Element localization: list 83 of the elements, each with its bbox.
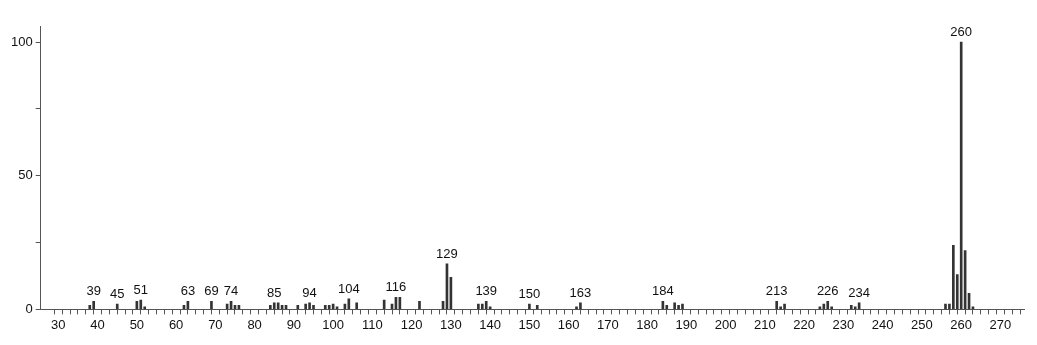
annotation: 163: [569, 284, 592, 300]
x-tick-label: 170: [597, 316, 619, 332]
annotation: 69: [204, 283, 219, 299]
x-tick-label: 70: [208, 316, 223, 332]
annotation: 63: [180, 283, 196, 299]
annotation: 150: [518, 286, 541, 302]
bar: [826, 301, 830, 310]
bar: [849, 305, 853, 310]
bar: [269, 305, 272, 310]
bar: [665, 305, 669, 310]
bar: [477, 303, 480, 310]
bar: [308, 302, 311, 310]
annotation: 85: [267, 284, 282, 300]
x-tick-label: 240: [871, 316, 894, 332]
x-tick-label: 180: [636, 316, 659, 332]
x-tick-label: 210: [754, 316, 776, 332]
bar: [673, 302, 676, 310]
bar: [783, 303, 786, 310]
x-tick-label: 190: [675, 316, 698, 332]
bar: [272, 302, 276, 310]
annotation: 213: [765, 283, 788, 299]
bar: [418, 301, 421, 310]
annotation: 51: [133, 282, 149, 298]
x-tick-label: 230: [832, 316, 855, 332]
x-tick-label: 200: [714, 316, 737, 332]
x-tick-label: 40: [90, 316, 105, 332]
bar: [575, 306, 578, 310]
x-tick-label: 60: [168, 316, 184, 332]
bar: [88, 305, 92, 310]
bar: [681, 303, 684, 310]
x-tick-label: 120: [400, 316, 423, 332]
bar: [276, 302, 280, 310]
bar: [355, 302, 359, 310]
bar: [327, 305, 331, 310]
x-tick-label: 140: [479, 316, 501, 332]
bar: [677, 305, 680, 310]
x-tick-label: 100: [322, 316, 344, 332]
y-tick-label: 100: [10, 33, 33, 49]
bar: [579, 302, 582, 310]
annotation: 129: [436, 246, 458, 262]
annotation: 234: [848, 284, 870, 300]
bar: [210, 301, 213, 310]
bar: [944, 303, 947, 310]
x-tick-label: 30: [51, 316, 66, 332]
x-tick-label: 80: [247, 316, 262, 332]
bar: [959, 41, 963, 310]
y-tick-label: 0: [25, 300, 33, 316]
bar: [535, 305, 539, 310]
bar: [312, 305, 315, 310]
x-tick-label: 260: [950, 316, 973, 332]
y-tick-label: 50: [18, 167, 33, 183]
x-tick-label: 90: [286, 316, 302, 332]
annotation: 184: [652, 283, 674, 299]
bar: [775, 301, 779, 310]
bar: [296, 305, 300, 310]
x-tick-label: 220: [793, 316, 816, 332]
annotation: 45: [110, 286, 125, 302]
x-tick-label: 160: [557, 316, 580, 332]
x-tick-label: 110: [362, 316, 383, 332]
bar: [484, 301, 488, 310]
x-tick-label: 250: [911, 316, 933, 332]
annotation: 104: [337, 280, 360, 296]
annotation: 74: [223, 283, 239, 299]
bar: [304, 303, 307, 310]
x-tick-label: 270: [989, 316, 1012, 332]
bar: [139, 299, 143, 310]
bar: [822, 303, 826, 310]
annotation: 94: [302, 284, 317, 300]
x-tick-label: 150: [518, 316, 541, 332]
bar: [952, 244, 955, 310]
bar: [480, 303, 484, 310]
x-tick-label: 130: [440, 316, 462, 332]
bar: [92, 301, 96, 310]
x-tick-label: 50: [129, 316, 145, 332]
bar: [323, 305, 327, 310]
annotation: 116: [385, 279, 407, 295]
bar: [853, 306, 857, 310]
bar: [528, 303, 531, 310]
annotation: 260: [950, 24, 973, 40]
annotation: 139: [475, 283, 498, 299]
annotation: 226: [816, 283, 839, 299]
annotation: 39: [86, 283, 101, 299]
bar: [115, 303, 119, 310]
